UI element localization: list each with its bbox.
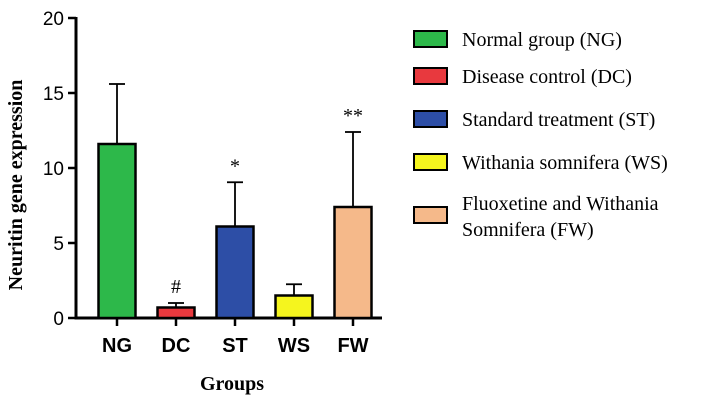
x-tick-label-ws: WS	[278, 335, 310, 357]
y-tick-label: 20	[43, 9, 64, 30]
y-tick-label: 0	[53, 309, 64, 330]
legend-label-fw: Somnifera (FW)	[462, 219, 594, 241]
bar-ws	[274, 294, 314, 320]
legend-label-dc: Disease control (DC)	[462, 66, 632, 88]
significance-marker-st: *	[230, 155, 240, 177]
legend-swatch-st	[413, 110, 448, 128]
significance-marker-dc: #	[171, 276, 181, 298]
bar-dc	[156, 306, 196, 320]
chart-legend: Normal group (NG) Disease control (DC) Sta…	[413, 29, 668, 241]
significance-marker-fw: **	[343, 105, 363, 127]
y-tick-label: 10	[43, 159, 64, 180]
y-tick-label: 15	[43, 84, 64, 105]
bar-st	[215, 225, 255, 320]
x-tick-label-dc: DC	[162, 335, 191, 357]
legend-swatch-ng	[413, 30, 448, 48]
bar-ng	[97, 142, 137, 320]
legend-swatch-ws	[413, 153, 448, 171]
legend-swatch-fw	[413, 206, 448, 224]
legend-label-ng: Normal group (NG)	[462, 29, 622, 51]
legend-label-fw: Fluoxetine and Withania	[462, 193, 659, 215]
y-axis-label: Neuritin gene expression	[5, 80, 27, 291]
legend-swatch-dc	[413, 67, 448, 85]
bar-fw	[333, 205, 373, 320]
x-axis-label: Groups	[200, 373, 264, 395]
chart-axes: 0 5 10 15 20	[43, 9, 382, 330]
legend-label-st: Standard treatment (ST)	[462, 109, 655, 131]
y-tick-label: 5	[53, 234, 64, 255]
x-tick-label-ng: NG	[102, 335, 132, 357]
chart-bars: NG DC # ST * WS FW **	[97, 83, 373, 357]
x-tick-label-fw: FW	[337, 335, 368, 357]
legend-label-ws: Withania somnifera (WS)	[462, 152, 668, 174]
x-tick-label-st: ST	[222, 335, 248, 357]
